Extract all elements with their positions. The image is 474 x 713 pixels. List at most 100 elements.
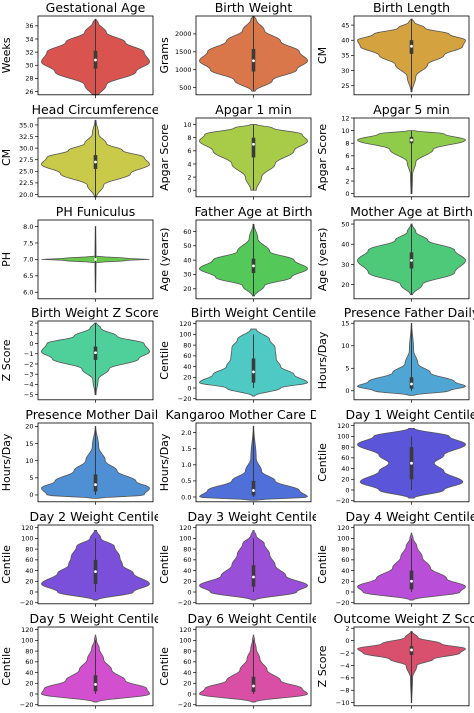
y-tick-label: 0	[345, 588, 349, 596]
y-tick-label: 1.5	[181, 445, 191, 453]
median-marker	[410, 258, 413, 262]
median-marker	[94, 58, 97, 62]
y-tick-label: 28	[25, 75, 33, 83]
chart-title: Presence Father Daily	[344, 305, 474, 320]
median-marker	[410, 461, 413, 465]
y-tick-label: 60	[183, 556, 191, 564]
y-axis-label: PH	[0, 252, 13, 267]
y-axis-label: Centile	[316, 545, 329, 584]
chart-panel: Gestational Age Weeks 26 28 30 32 34 36	[0, 0, 154, 99]
y-tick-label: 5	[345, 365, 349, 373]
plot-frame	[37, 117, 154, 197]
plot-frame	[37, 524, 154, 605]
chart-panel: Day 2 Weight Centile Centile −20 0 20 40 60 80 1…	[0, 509, 158, 607]
y-tick-label: 60	[25, 658, 33, 666]
chart-panel: Day 4 Weight Centile Centile −20 0 20 40 60 80 1…	[316, 509, 474, 607]
plot-frame	[195, 117, 312, 197]
plot-frame	[195, 219, 312, 299]
y-tick-label: −8	[340, 686, 350, 694]
median-marker	[252, 575, 255, 579]
chart-panel: Kangaroo Mother Care Daily Hours/Day 0.0 0.…	[158, 407, 316, 505]
iqr-box	[251, 137, 256, 158]
median-marker	[252, 489, 255, 493]
y-tick-label: 30.0	[19, 144, 33, 152]
y-tick-label: 50	[183, 242, 191, 250]
y-tick-label: 2	[345, 624, 349, 632]
median-marker	[94, 351, 97, 355]
plot-frame	[353, 626, 470, 706]
chart-title: PH Funiculus	[56, 204, 135, 219]
y-tick-label: 2	[29, 320, 33, 328]
median-marker	[252, 264, 255, 267]
y-tick-label: 2	[345, 177, 349, 185]
plot-frame	[353, 117, 470, 197]
y-tick-label: 25.0	[19, 167, 33, 175]
plot-frame	[195, 15, 312, 96]
chart-title: Gestational Age	[46, 0, 146, 15]
y-tick-label: −20	[336, 497, 350, 505]
median-marker	[252, 370, 255, 374]
y-tick-label: 20	[183, 374, 191, 382]
y-tick-label: 100	[21, 535, 33, 543]
y-tick-label: 80	[25, 647, 33, 655]
y-tick-label: 60	[183, 353, 191, 361]
y-tick-label: 20.0	[19, 191, 33, 199]
chart-title: Birth Length	[373, 0, 450, 15]
chart-panel: Apgar 1 min Apgar Score 0 2 4 6 8 10	[158, 102, 312, 200]
y-tick-label: 20	[183, 285, 191, 293]
iqr-box	[251, 676, 256, 692]
y-tick-label: 20	[183, 578, 191, 586]
chart-title: Apgar 1 min	[215, 102, 292, 117]
chart-title: Birth Weight Z Score	[31, 305, 158, 320]
y-tick-label: 32.5	[19, 133, 33, 141]
y-axis-label: CM	[0, 149, 13, 166]
y-tick-label: 20	[25, 423, 33, 431]
chart-panel: Apgar 5 min Apgar Score 0 2 4 6 8 10 12	[316, 102, 470, 200]
y-tick-label: 36	[25, 22, 33, 30]
chart-panel: Day 5 Weight Centile Centile −20 0 20 40 60 80 1…	[0, 611, 158, 709]
chart-title: Day 6 Weight Centile	[188, 611, 316, 626]
y-tick-label: 80	[183, 342, 191, 350]
y-tick-label: 0	[345, 190, 349, 198]
y-axis-label: Centile	[158, 341, 171, 380]
y-axis-label: Centile	[316, 443, 329, 482]
chart-panel: PH Funiculus PH 6.0 6.5 7.0 7.5 8.0	[0, 204, 154, 302]
plot-frame	[195, 320, 312, 401]
y-tick-label: 40	[341, 465, 349, 473]
chart-title: Presence Mother Daily	[25, 407, 158, 422]
y-tick-label: 6	[345, 152, 349, 160]
y-tick-label: 8.0	[23, 222, 33, 230]
y-tick-label: 0	[187, 690, 191, 698]
chart-title: Father Age at Birth	[194, 204, 312, 219]
y-tick-label: 22.5	[19, 179, 33, 187]
y-axis-label: Centile	[158, 545, 171, 584]
y-axis-label: Age (years)	[158, 227, 171, 291]
median-marker	[252, 684, 255, 688]
iqr-box	[93, 474, 98, 492]
y-tick-label: 10	[341, 342, 349, 350]
chart-panel: Presence Mother Daily Hours/Day 0 5 10 15 20	[0, 407, 158, 505]
y-tick-label: −3	[24, 371, 34, 379]
y-tick-label: 30	[341, 67, 349, 75]
y-tick-label: 0	[345, 486, 349, 494]
y-axis-label: Grams	[158, 37, 171, 74]
chart-panel: Outcome Weight Z Score Z Score −10 −8 −6 −4 −2…	[316, 611, 474, 709]
y-tick-label: 40	[183, 669, 191, 677]
y-tick-label: 27.5	[19, 156, 33, 164]
y-tick-label: 20	[341, 281, 349, 289]
y-axis-label: Hours/Day	[0, 433, 13, 491]
median-marker	[94, 483, 97, 487]
chart-title: Kangaroo Mother Care Daily	[166, 407, 316, 422]
y-axis-label: Z Score	[0, 340, 13, 382]
y-tick-label: 35.0	[19, 121, 33, 129]
plot-frame	[37, 320, 154, 401]
y-tick-label: 120	[337, 422, 349, 430]
y-axis-label: Weeks	[0, 37, 13, 73]
y-tick-label: 5	[29, 474, 33, 482]
y-tick-label: 0	[345, 637, 349, 645]
chart-title: Day 5 Weight Centile	[30, 611, 158, 626]
chart-title: Day 1 Weight Centile	[346, 407, 474, 422]
y-tick-label: 100	[179, 535, 191, 543]
y-axis-label: Z Score	[316, 645, 329, 687]
median-marker	[94, 257, 97, 261]
